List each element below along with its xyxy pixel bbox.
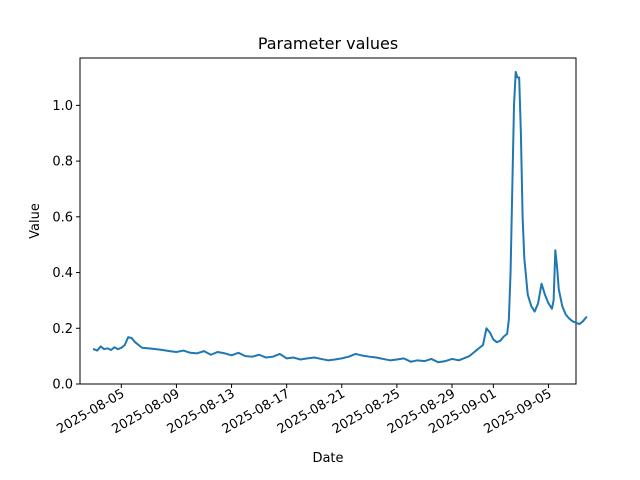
y-tick-label: 0.8 — [52, 155, 73, 170]
series-line — [92, 70, 588, 364]
x-axis-label: Date — [312, 451, 343, 466]
y-tick-label: 0.0 — [52, 378, 73, 393]
y-tick-label: 0.4 — [52, 266, 73, 281]
plot-area — [79, 57, 577, 385]
y-tick-label: 0.2 — [52, 322, 73, 337]
y-tick-label: 1.0 — [52, 99, 73, 114]
chart-title: Parameter values — [258, 34, 398, 53]
y-tick-label: 0.6 — [52, 210, 73, 225]
y-axis-label: Value — [28, 203, 43, 239]
y-axis: 0.0 0.2 0.4 0.6 0.8 1.0 — [52, 99, 80, 393]
